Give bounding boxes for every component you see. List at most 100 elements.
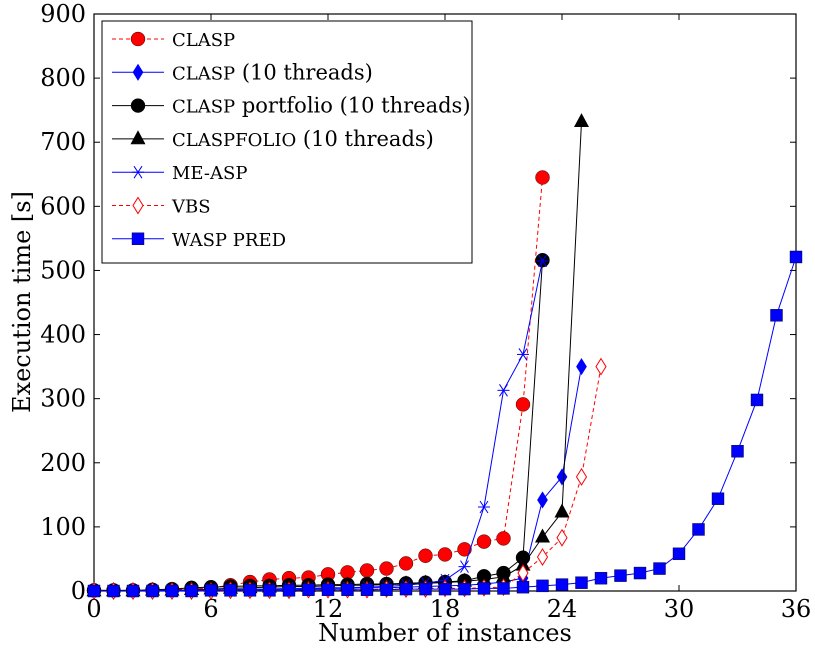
series-7 [87, 250, 803, 598]
y-tick-label: 0 [71, 577, 86, 605]
data-point [534, 528, 551, 543]
data-point [243, 584, 257, 597]
data-point [535, 170, 550, 185]
data-point [478, 500, 490, 514]
data-point [398, 556, 414, 571]
data-point [458, 582, 471, 596]
axis-ticks: 0 6 12 18 24 30 36 0 100 200 300 400 500 600 700 800 900 [40, 0, 811, 623]
data-point [711, 492, 725, 505]
series-line [94, 260, 543, 591]
legend-marker [132, 165, 144, 179]
x-tick-label: 24 [547, 595, 578, 623]
data-point [126, 584, 140, 598]
legend-label: ME-ASP [172, 163, 247, 184]
legend-marker [130, 130, 146, 145]
data-point [516, 580, 530, 594]
legend-label: CLASP (10 threads) [172, 60, 373, 84]
data-point [399, 582, 413, 596]
data-point [224, 584, 237, 597]
data-point [536, 579, 549, 593]
data-point [575, 576, 588, 589]
data-point [573, 113, 590, 128]
y-axis-label: Execution time [s] [8, 191, 36, 413]
legend-label: CLASPFOLIO (10 threads) [172, 127, 434, 151]
data-point [380, 583, 393, 596]
data-point [556, 528, 568, 547]
data-point [770, 309, 783, 322]
y-tick-label: 500 [40, 256, 86, 284]
data-point [341, 583, 354, 596]
data-point [517, 348, 529, 361]
data-point [633, 566, 647, 580]
y-tick-label: 400 [40, 321, 86, 349]
x-tick-label: 6 [203, 595, 218, 623]
series-line [94, 366, 582, 592]
data-point [359, 563, 375, 578]
x-tick-label: 0 [86, 595, 101, 623]
data-point [536, 548, 549, 566]
legend-marker [132, 196, 144, 215]
data-point [594, 571, 608, 585]
data-point [515, 397, 531, 412]
legend-marker [131, 232, 145, 246]
data-point [165, 584, 179, 598]
data-point [536, 254, 549, 268]
data-point [731, 445, 744, 458]
y-tick-label: 800 [40, 64, 86, 92]
data-point [302, 583, 315, 596]
data-point [437, 547, 453, 562]
series-line [94, 260, 543, 592]
data-point [477, 582, 491, 595]
data-point [379, 561, 394, 576]
data-point [692, 523, 705, 536]
data-point [457, 542, 472, 557]
data-point [537, 491, 548, 509]
legend-label: WASP PRED [172, 230, 286, 251]
data-point [672, 547, 686, 561]
data-point [496, 531, 511, 546]
y-tick-label: 700 [40, 128, 86, 156]
legend: CLASP CLASP (10 threads) CLASP portfolio (… [101, 20, 473, 264]
y-tick-label: 900 [40, 0, 86, 28]
x-axis-label: Number of instances [318, 619, 572, 647]
data-point [614, 569, 627, 582]
series-layer [86, 113, 803, 600]
data-point [107, 584, 120, 598]
series-line [94, 256, 797, 592]
x-tick-label: 30 [664, 595, 695, 623]
data-point [458, 560, 471, 573]
data-point [595, 357, 607, 376]
x-tick-label: 18 [430, 595, 461, 623]
legend-marker [130, 31, 146, 47]
data-point [497, 384, 510, 397]
legend-label: CLASP portfolio (10 threads) [172, 94, 471, 118]
series-2 [88, 358, 587, 600]
data-point [418, 548, 433, 563]
data-point [87, 584, 101, 598]
legend-marker [130, 98, 146, 113]
data-point [438, 582, 452, 596]
data-point [476, 534, 492, 549]
legend-marker [132, 63, 144, 81]
y-tick-label: 200 [40, 449, 86, 477]
data-point [419, 582, 432, 596]
data-point [576, 358, 587, 376]
data-point [263, 584, 276, 597]
y-tick-label: 100 [40, 513, 86, 541]
data-point [185, 584, 198, 598]
data-point [282, 584, 296, 597]
legend-box [101, 20, 473, 264]
data-point [321, 583, 335, 596]
data-point [146, 584, 159, 598]
data-point [497, 582, 510, 595]
legend-label: VBS [171, 197, 211, 218]
data-point [554, 503, 570, 518]
data-point [653, 562, 666, 575]
y-tick-label: 600 [40, 192, 86, 220]
data-point [556, 468, 568, 486]
data-point [750, 393, 764, 407]
data-point [789, 250, 803, 264]
data-point [555, 578, 569, 591]
data-point [360, 583, 374, 596]
